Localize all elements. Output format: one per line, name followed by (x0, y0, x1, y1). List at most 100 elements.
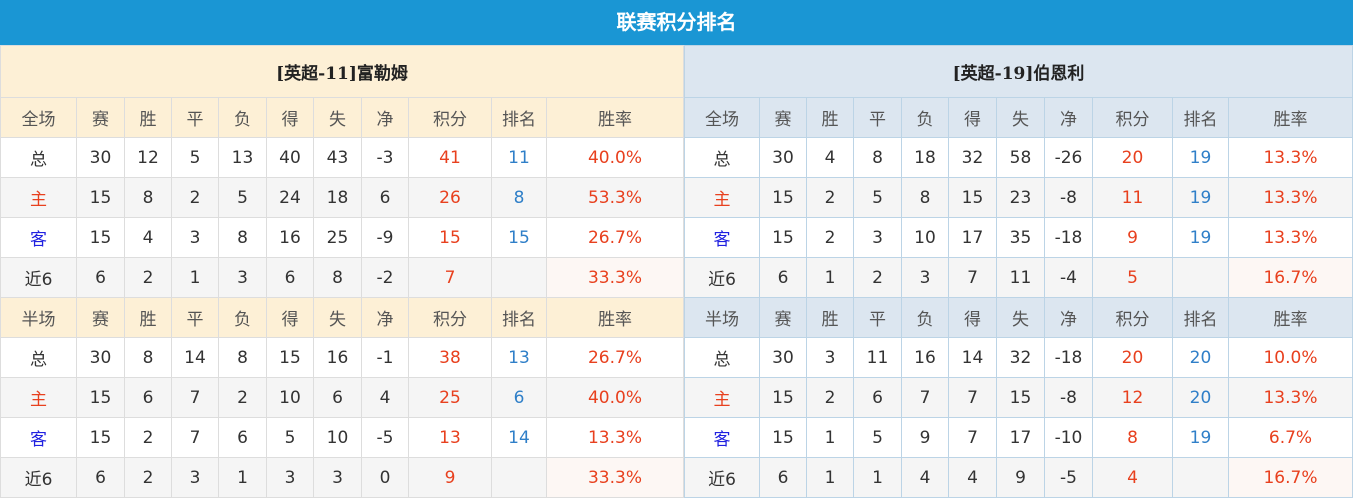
cell-goals-against: 9 (996, 457, 1045, 498)
cell-drawn: 6 (853, 377, 902, 418)
cell-points: 15 (408, 217, 492, 258)
cell-points: 5 (1092, 257, 1173, 298)
cell-rank: 6 (491, 377, 547, 418)
cell-goals-against: 32 (996, 337, 1045, 378)
cell-won: 1 (806, 457, 854, 498)
cell-won: 8 (124, 337, 172, 378)
cell-played: 15 (76, 217, 125, 258)
cell-lost: 5 (218, 177, 267, 218)
cell-lost: 16 (901, 337, 949, 378)
cell-points: 26 (408, 177, 492, 218)
cell-lost: 1 (218, 457, 267, 498)
cell-points: 4 (1092, 457, 1173, 498)
cell-won: 2 (806, 177, 854, 218)
header-drawn: 平 (171, 297, 219, 338)
cell-type: 主 (0, 177, 77, 218)
header-row: 全场赛胜平负得失净积分 排名 胜率 (0, 97, 684, 138)
cell-points: 25 (408, 377, 492, 418)
cell-played: 15 (76, 417, 125, 458)
cell-win-rate: 33.3% (546, 257, 684, 298)
header-goals-against: 失 (313, 97, 362, 138)
header-lost: 负 (218, 297, 267, 338)
cell-drawn: 5 (171, 137, 219, 178)
header-win-rate: 胜率 (1228, 297, 1353, 338)
cell-points: 41 (408, 137, 492, 178)
header-goal-diff: 净 (361, 97, 409, 138)
table-row: 主 15 2 5 8 15 23 -8 11 19 13.3% (684, 177, 1353, 218)
header-goals-for: 得 (948, 97, 997, 138)
cell-win-rate: 10.0% (1228, 337, 1353, 378)
cell-goal-diff: -3 (361, 137, 409, 178)
header-rank: 排名 (491, 297, 547, 338)
table-row: 近6 6 2 1 3 6 8 -2 7 33.3% (0, 257, 684, 298)
cell-drawn: 1 (853, 457, 902, 498)
cell-rank: 14 (491, 417, 547, 458)
cell-type: 客 (0, 217, 77, 258)
cell-goals-for: 16 (266, 217, 314, 258)
cell-lost: 8 (218, 337, 267, 378)
cell-goals-against: 11 (996, 257, 1045, 298)
table-row: 客 15 2 3 10 17 35 -18 9 19 13.3% (684, 217, 1353, 258)
cell-drawn: 7 (171, 377, 219, 418)
cell-goals-for: 24 (266, 177, 314, 218)
cell-goals-for: 14 (948, 337, 997, 378)
cell-played: 15 (759, 417, 807, 458)
cell-played: 30 (759, 337, 807, 378)
header-goal-diff: 净 (361, 297, 409, 338)
cell-rank: 19 (1172, 137, 1229, 178)
header-type: 全场 (684, 97, 760, 138)
cell-goal-diff: -18 (1044, 337, 1093, 378)
cell-rank: 19 (1172, 217, 1229, 258)
header-lost: 负 (218, 97, 267, 138)
cell-goal-diff: -1 (361, 337, 409, 378)
cell-goals-for: 7 (948, 417, 997, 458)
header-drawn: 平 (171, 97, 219, 138)
cell-points: 12 (1092, 377, 1173, 418)
cell-lost: 2 (218, 377, 267, 418)
cell-won: 2 (124, 457, 172, 498)
team-name: [英超-11]富勒姆 (0, 45, 684, 98)
table-row: 总 30 12 5 13 40 43 -3 41 11 40.0% (0, 137, 684, 178)
cell-drawn: 3 (171, 217, 219, 258)
cell-lost: 4 (901, 457, 949, 498)
cell-goals-for: 7 (948, 377, 997, 418)
cell-type: 客 (684, 417, 760, 458)
table-row: 近6 6 2 3 1 3 3 0 9 33.3% (0, 457, 684, 498)
header-points: 积分 (1092, 97, 1173, 138)
cell-goals-against: 16 (313, 337, 362, 378)
cell-drawn: 7 (171, 417, 219, 458)
cell-played: 6 (76, 257, 125, 298)
cell-win-rate: 13.3% (1228, 177, 1353, 218)
header-win-rate: 胜率 (1228, 97, 1353, 138)
header-row: 半场赛胜平负得失净积分 排名 胜率 (684, 297, 1353, 338)
cell-goals-for: 15 (266, 337, 314, 378)
cell-played: 6 (76, 457, 125, 498)
cell-points: 8 (1092, 417, 1173, 458)
header-type: 半场 (684, 297, 760, 338)
cell-goals-against: 25 (313, 217, 362, 258)
cell-played: 15 (759, 177, 807, 218)
cell-goal-diff: 6 (361, 177, 409, 218)
cell-won: 8 (124, 177, 172, 218)
cell-won: 3 (806, 337, 854, 378)
cell-goal-diff: 4 (361, 377, 409, 418)
table-row: 主 15 2 6 7 7 15 -8 12 20 13.3% (684, 377, 1353, 418)
cell-win-rate: 16.7% (1228, 257, 1353, 298)
table-row: 总 30 4 8 18 32 58 -26 20 19 13.3% (684, 137, 1353, 178)
cell-goals-against: 8 (313, 257, 362, 298)
table-row: 客 15 4 3 8 16 25 -9 15 15 26.7% (0, 217, 684, 258)
cell-goals-for: 4 (948, 457, 997, 498)
header-won: 胜 (124, 297, 172, 338)
cell-won: 2 (124, 257, 172, 298)
cell-goal-diff: -9 (361, 217, 409, 258)
header-won: 胜 (124, 97, 172, 138)
cell-goals-against: 18 (313, 177, 362, 218)
cell-goals-against: 6 (313, 377, 362, 418)
header-played: 赛 (76, 297, 125, 338)
cell-played: 30 (76, 137, 125, 178)
cell-played: 30 (759, 137, 807, 178)
cell-won: 4 (124, 217, 172, 258)
cell-rank (1172, 257, 1229, 298)
cell-lost: 10 (901, 217, 949, 258)
cell-goals-for: 6 (266, 257, 314, 298)
